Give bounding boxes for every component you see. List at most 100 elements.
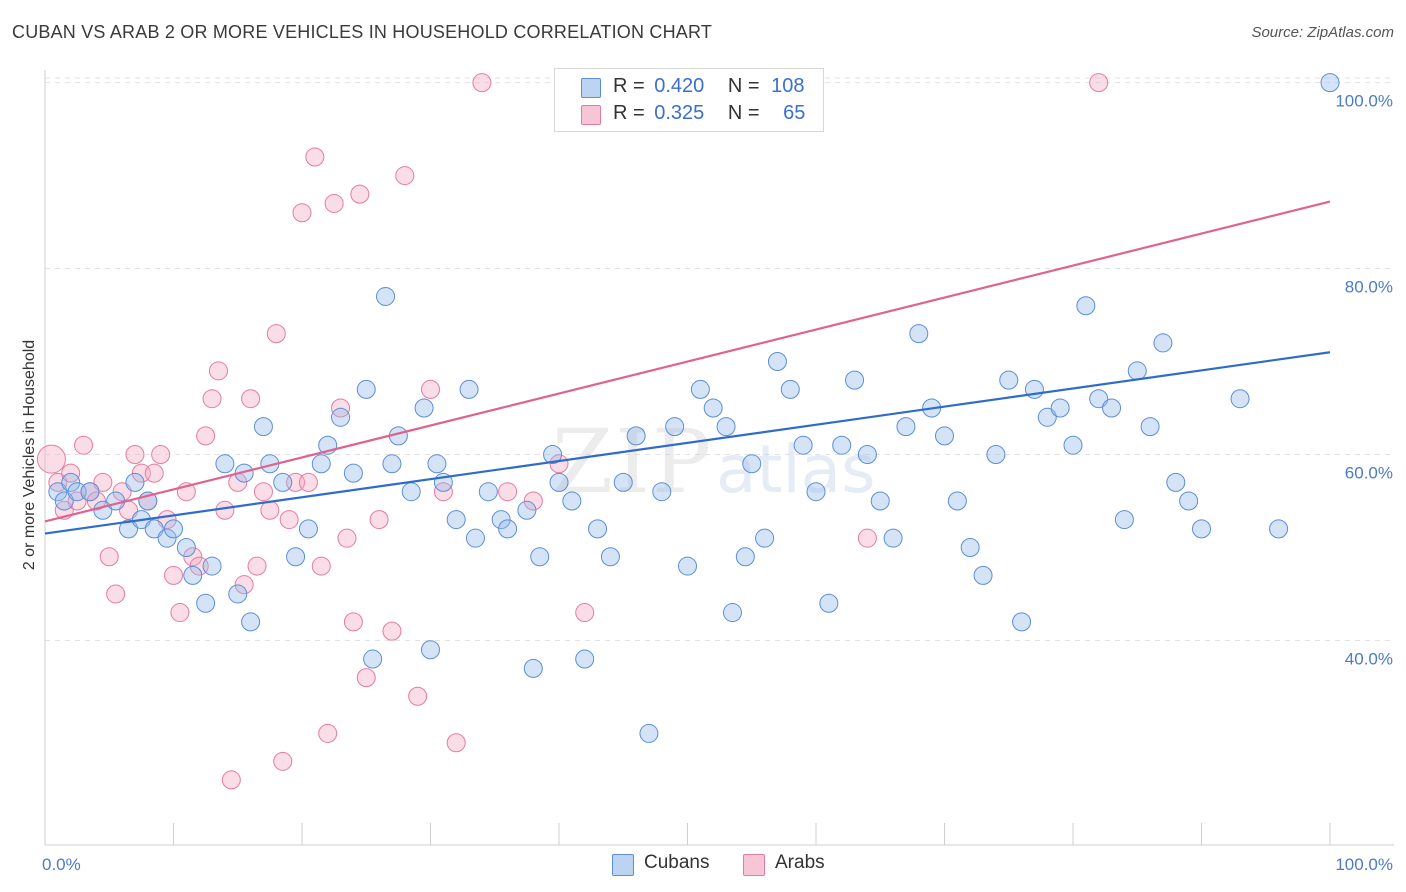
cubans-point	[376, 286, 396, 306]
arabs-point	[164, 565, 183, 585]
arabs-point	[183, 547, 203, 567]
arabs-point	[311, 556, 331, 576]
arabs-point	[279, 510, 299, 530]
cubans-point	[896, 417, 916, 437]
cubans-point	[331, 407, 351, 427]
cubans-point	[286, 547, 306, 567]
legend-r-label-arabs: R =	[613, 102, 645, 124]
cubans-point	[1230, 389, 1250, 409]
cubans-point	[1320, 73, 1340, 93]
cubans-point	[1063, 435, 1083, 455]
cubans-point	[1050, 398, 1070, 418]
series-legend: Cubans Arabs	[0, 852, 1406, 878]
legend-n-value-arabs: 65	[783, 102, 806, 124]
cubans-point	[735, 547, 755, 567]
arabs-point	[208, 361, 228, 381]
arabs-point	[202, 389, 222, 409]
watermark-zip: ZIP	[552, 410, 713, 513]
cubans-point	[678, 556, 697, 576]
x-tick-labels: 0.0% 100.0%	[42, 855, 1393, 874]
cubans-point	[703, 398, 723, 418]
legend-n-label-cubans: N =	[727, 75, 760, 97]
arabs-point	[472, 73, 492, 93]
arabs-trend-line	[44, 200, 1331, 523]
cubans-point	[1269, 519, 1289, 539]
legend-n-value-cubans: 108	[771, 75, 805, 97]
chart-title: CUBAN VS ARAB 2 OR MORE VEHICLES IN HOUS…	[12, 22, 713, 42]
source-label: Source: ZipAtlas.com	[1251, 24, 1394, 41]
cubans-point	[1114, 510, 1134, 530]
cubans-point	[626, 426, 646, 446]
arabs-point	[170, 603, 190, 623]
arabs-legend-label: Arabs	[775, 852, 825, 873]
arabs-point	[215, 500, 235, 520]
cubans-point	[106, 491, 126, 511]
watermark-atlas: atlas	[716, 431, 876, 508]
arabs-point	[266, 324, 286, 344]
cubans-point	[588, 519, 608, 539]
arabs-point	[112, 482, 132, 502]
cubans-point	[767, 352, 787, 372]
arabs-point	[93, 472, 113, 492]
cubans-point	[986, 445, 1006, 464]
cubans-point	[909, 324, 929, 344]
arabs-point	[273, 751, 293, 771]
arabs-point	[196, 426, 216, 446]
arabs-point	[324, 193, 344, 213]
cubans-point	[273, 472, 293, 492]
cubans-point	[465, 528, 485, 548]
cubans-point	[446, 510, 466, 530]
cubans-legend-swatch	[612, 854, 634, 876]
cubans-point	[1192, 519, 1211, 539]
cubans-point	[549, 472, 569, 492]
cubans-point	[870, 491, 890, 511]
cubans-point	[1012, 612, 1032, 632]
cubans-point	[125, 472, 145, 492]
cubans-trend-line	[44, 351, 1331, 535]
cubans-point	[382, 454, 402, 474]
arabs-point	[382, 621, 402, 641]
arabs-point	[247, 556, 267, 576]
cubans-point	[1076, 296, 1096, 316]
cubans-point	[530, 547, 550, 567]
cubans-point	[241, 612, 261, 632]
arabs-point	[356, 668, 376, 688]
cubans-point	[1153, 333, 1173, 353]
y-axis-label: 2 or more Vehicles in Household	[21, 340, 38, 570]
arabs-point	[408, 686, 428, 706]
arabs-point	[221, 770, 241, 790]
cubans-point	[176, 537, 196, 557]
arabs-point	[498, 482, 518, 502]
arabs-point	[350, 184, 370, 204]
cubans-point	[311, 454, 331, 474]
y-tick-label-2: 80.0%	[1345, 278, 1393, 297]
arabs-point	[343, 612, 363, 632]
cubans-point	[857, 445, 877, 464]
cubans-point	[298, 519, 318, 539]
cubans-point	[80, 482, 100, 502]
arabs-point	[36, 444, 66, 474]
cubans-point	[427, 454, 447, 474]
arabs-point	[99, 547, 119, 567]
cubans-point	[202, 556, 222, 576]
cubans-point	[562, 491, 582, 511]
legend-r-value-arabs: 0.325	[654, 102, 705, 124]
cubans-point	[832, 435, 852, 455]
cubans-point	[806, 482, 826, 502]
cubans-point	[575, 649, 595, 669]
cubans-point	[421, 640, 440, 660]
cubans-point	[517, 500, 537, 520]
cubans-point	[883, 528, 903, 548]
cubans-point	[543, 445, 563, 464]
arabs-point	[446, 733, 466, 753]
cubans-point	[999, 370, 1019, 390]
cubans-point	[935, 426, 954, 446]
arabs-point	[298, 472, 318, 492]
trend-lines	[44, 200, 1331, 535]
cubans-point	[61, 472, 81, 492]
cubans-point	[722, 603, 742, 623]
cubans-point	[665, 417, 685, 437]
cubans-point	[613, 472, 633, 492]
legend-r-value-cubans: 0.420	[654, 75, 705, 97]
